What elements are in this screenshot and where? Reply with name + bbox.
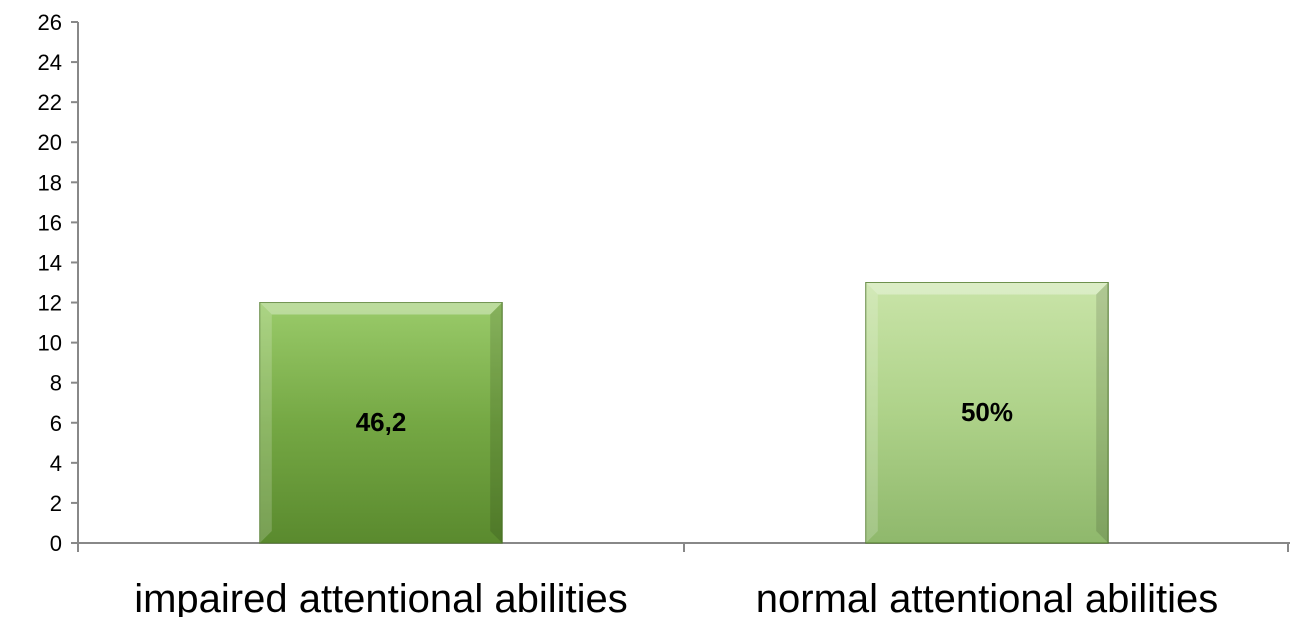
bar-bevel-top [259,302,503,315]
y-tick-label: 26 [38,10,62,35]
y-tick-label: 22 [38,90,62,115]
y-tick-label: 12 [38,291,62,316]
bar-bevel-left [259,302,272,543]
bar-0 [259,302,503,544]
y-tick-label: 14 [38,250,62,275]
x-axis: impaired attentional abilities normal att… [77,542,1290,617]
y-tick-label: 20 [38,130,62,155]
y-tick-label: 2 [50,491,62,516]
bar-1 [865,282,1109,544]
bar-bevel-left [865,282,878,543]
data-label: 46,2 [356,407,407,437]
x-category-label: normal attentional abilities [756,577,1218,617]
bar-bevel-top [865,282,1109,295]
bar-bevel-right [490,302,503,543]
y-tick-label: 6 [50,411,62,436]
x-category-label: impaired attentional abilities [134,577,628,617]
y-tick-label: 0 [50,531,62,556]
y-tick-label: 8 [50,371,62,396]
data-labels: 46,2 50% [356,397,1013,437]
data-label: 50% [961,397,1013,427]
bar-bevel-right [1096,282,1109,543]
y-tick-label: 24 [38,50,62,75]
y-tick-label: 4 [50,451,62,476]
y-tick-label: 10 [38,331,62,356]
bars [259,282,1109,544]
y-tick-label: 16 [38,210,62,235]
y-tick-label: 18 [38,170,62,195]
